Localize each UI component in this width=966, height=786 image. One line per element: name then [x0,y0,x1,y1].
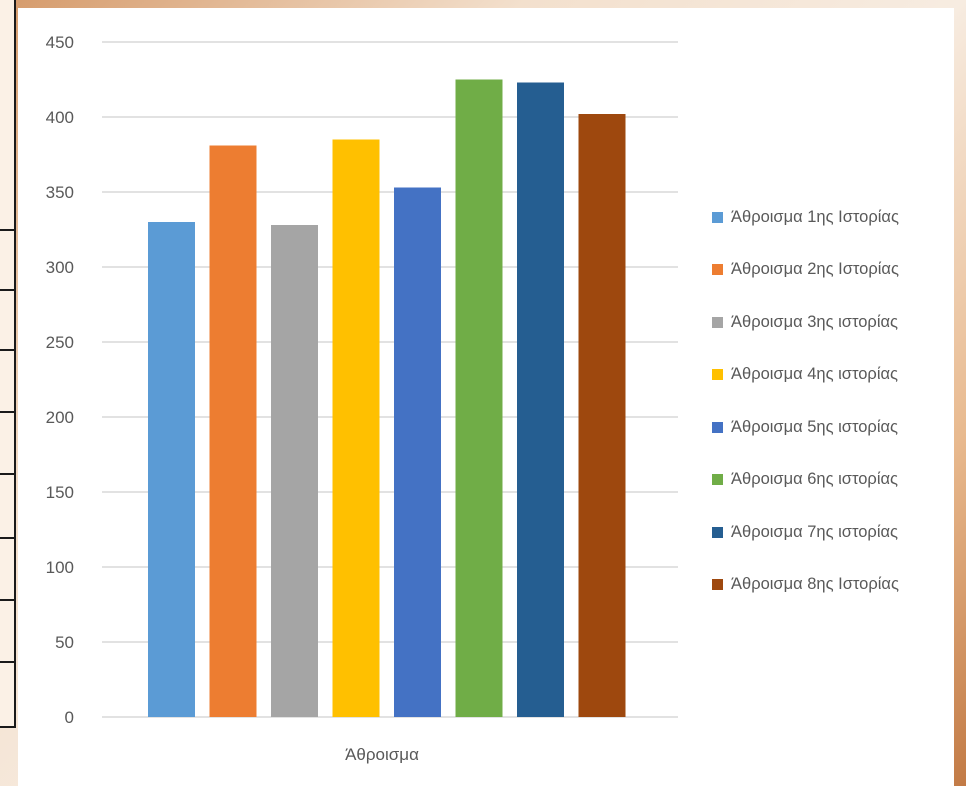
legend-swatch [712,211,723,223]
bar-series-5 [394,187,441,717]
x-axis-category-labels: Άθροισμα [345,745,419,764]
table-row-line [0,411,14,413]
legend-swatch [712,526,723,538]
legend-swatch [712,264,723,275]
legend-swatch [712,474,723,485]
y-tick-label: 350 [46,183,74,202]
y-tick-label: 450 [46,33,74,52]
legend-swatch [712,369,723,380]
bar-series-6 [455,79,503,717]
legend-label: Άθροισμα 3ης ιστορίας [731,312,898,331]
table-row-line [0,289,14,291]
bars [148,79,626,717]
legend-item: Άθροισμα 5ης ιστορίας [712,414,952,440]
x-category-label: Άθροισμα [345,745,419,764]
bar-series-4 [332,139,380,717]
y-tick-label: 250 [46,333,74,352]
legend-label: Άθροισμα 8ης Ιστορίας [731,575,899,593]
legend-label: Άθροισμα 6ης ιστορίας [731,470,898,488]
legend-item: Άθροισμα 6ης ιστορίας [712,467,952,493]
bar-series-2 [209,145,257,717]
bar-series-7 [517,82,564,717]
legend-label: Άθροισμα 2ης Ιστορίας [731,260,899,278]
legend: Άθροισμα 1ης Ιστορίας Άθροισμα 2ης Ιστορί… [712,204,952,624]
table-row-line [0,229,14,231]
y-tick-label: 0 [65,708,74,727]
y-tick-label: 200 [46,408,74,427]
y-tick-label: 150 [46,483,74,502]
legend-label: Άθροισμα 7ης ιστορίας [731,522,898,541]
legend-item: Άθροισμα 4ης ιστορίας [712,362,952,388]
y-tick-label: 50 [55,633,74,652]
table-row-line [0,661,14,663]
legend-item: Άθροισμα 7ης ιστορίας [712,519,952,545]
bar-series-8 [578,114,626,717]
table-row-line [0,349,14,351]
legend-swatch [712,421,723,433]
legend-item: Άθροισμα 3ης ιστορίας [712,309,952,335]
y-axis-tick-labels: 0 50 100 150 200 250 300 350 400 450 [46,33,74,727]
table-row-line [0,726,14,728]
background-table-fragment [0,0,16,728]
legend-item: Άθροισμα 8ης Ιστορίας [712,572,952,598]
bar-chart: 0 50 100 150 200 250 300 350 400 450 Άθροισμα [46,33,678,764]
gridlines [102,41,678,718]
y-tick-label: 300 [46,258,74,277]
bar-series-3 [271,225,318,717]
table-row-line [0,537,14,539]
chart-panel: 0 50 100 150 200 250 300 350 400 450 Άθροισμα Άθρ… [18,8,954,786]
legend-label: Άθροισμα 5ης ιστορίας [731,417,898,436]
legend-label: Άθροισμα 1ης Ιστορίας [731,207,899,226]
legend-swatch [712,579,723,590]
y-tick-label: 100 [46,558,74,577]
table-row-line [0,473,14,475]
legend-swatch [712,316,723,328]
legend-item: Άθροισμα 1ης Ιστορίας [712,204,952,230]
y-tick-label: 400 [46,108,74,127]
table-row-line [0,599,14,601]
bar-series-1 [148,222,195,717]
legend-item: Άθροισμα 2ης Ιστορίας [712,257,952,283]
legend-label: Άθροισμα 4ης ιστορίας [731,365,898,383]
